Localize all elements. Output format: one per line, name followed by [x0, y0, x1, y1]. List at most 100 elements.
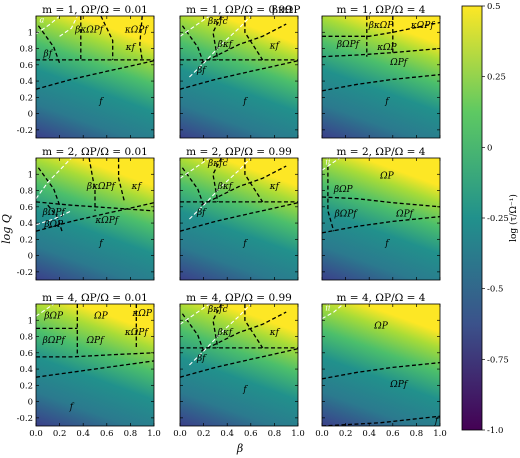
- boundary-line-2: [322, 47, 440, 58]
- region-label: βκΩPf: [74, 25, 105, 35]
- panel-title: m = 4, ΩP/Ω = 4: [337, 292, 426, 304]
- y-tick-label: 1: [28, 28, 33, 38]
- panel-frame: [321, 157, 441, 281]
- white-boundary-line-2: [59, 16, 78, 37]
- panel-4: m = 2, ΩP/Ω = 0.01 βκΩPf κf βΩPf βΩP κΩPf f 1 0.…: [17, 146, 155, 281]
- small-region-label: ii: [325, 304, 331, 313]
- region-label: βκfc: [207, 17, 227, 27]
- colorbar-tick-label: -0.75: [487, 355, 509, 365]
- white-boundary-line-1: [322, 158, 341, 171]
- region-label: βΩP: [43, 220, 64, 230]
- heatmap-field: [180, 158, 298, 280]
- region-label: βf: [196, 208, 207, 218]
- panel-frame: [35, 303, 155, 427]
- region-label: f: [384, 97, 390, 107]
- panel-title: m = 4, ΩP/Ω = 0.01: [42, 292, 148, 304]
- panel-6: m = 2, ΩP/Ω = 4 ΩP βΩP βΩPf ΩPf f ii: [321, 146, 441, 281]
- region-label: ΩPf: [86, 336, 106, 346]
- boundary-line-1: [36, 360, 154, 378]
- corner-label: βκΩP: [272, 4, 300, 16]
- panel-frame: [321, 303, 441, 427]
- colorbar-label: log (τ/Ω⁻¹): [508, 194, 519, 242]
- boundary-line-6: [200, 311, 287, 352]
- region-label: βΩPf: [42, 336, 67, 346]
- region-label: κf: [269, 182, 281, 192]
- panel-title: m = 1, ΩP/Ω = 4: [337, 4, 426, 16]
- x-tick-label: 0.8: [268, 429, 282, 439]
- region-label: f: [98, 97, 104, 107]
- panel-7: m = 4, ΩP/Ω = 0.01 βΩP ΩP κΩP βΩPf ΩPf κΩPf f 1 0…: [17, 292, 161, 439]
- small-region-label: a: [40, 16, 45, 25]
- panel-frame: [179, 157, 299, 281]
- colorbar-tick-label: -0.5: [487, 285, 503, 295]
- region-label: f: [242, 239, 248, 249]
- boundary-line-5: [100, 16, 114, 60]
- region-label: ΩPf: [395, 210, 415, 220]
- panel-frame: [35, 15, 155, 139]
- region-label: κf: [131, 182, 143, 192]
- region-label: βΩP: [333, 185, 354, 195]
- y-tick-label: 0.4: [19, 77, 33, 87]
- region-label: βκf: [217, 328, 234, 338]
- y-tick-label: 0.2: [19, 381, 33, 391]
- region-label: κΩPf: [94, 216, 119, 226]
- boundary-line-2: [322, 415, 440, 426]
- panel-frame: [321, 15, 441, 139]
- x-tick-label: 0.0: [315, 429, 329, 439]
- panel-frame: [179, 303, 299, 427]
- region-label: βκfc: [207, 159, 227, 169]
- region-label: f: [384, 239, 390, 249]
- colorbar-tick-label: 0.25: [487, 73, 506, 83]
- region-label: f: [242, 97, 248, 107]
- region-label: ΩP: [373, 321, 388, 331]
- x-tick-label: 0.2: [197, 429, 211, 439]
- white-boundary-line-2: [180, 304, 210, 325]
- y-tick-label: 0.8: [19, 333, 33, 343]
- panel-title: m = 2, ΩP/Ω = 0.01: [42, 146, 148, 158]
- region-label: κf: [125, 43, 137, 53]
- panel-title: m = 2, ΩP/Ω = 0.99: [186, 146, 292, 158]
- y-tick-label: 0: [28, 110, 33, 120]
- heatmap-field: [180, 16, 298, 138]
- boundary-line-3: [37, 25, 61, 64]
- boundary-line-3: [181, 167, 205, 206]
- colorbar-tick-label: -0.25: [487, 214, 509, 224]
- y-tick-label: 0.2: [19, 93, 33, 103]
- x-tick-label: 0.2: [339, 429, 353, 439]
- region-label: βκfc: [207, 305, 227, 315]
- region-label: βκΩPf: [86, 182, 117, 192]
- boundary-line-2: [322, 196, 440, 208]
- heatmap-field: [36, 304, 154, 426]
- boundary-line-1: [180, 348, 298, 378]
- x-tick-label: 0.2: [53, 429, 67, 439]
- x-tick-label: 0.6: [100, 429, 114, 439]
- boundary-line-1: [322, 73, 440, 92]
- region-label: κΩPf: [410, 21, 435, 31]
- white-boundary-line-1: [322, 304, 344, 320]
- white-boundary-line-2: [180, 16, 210, 37]
- white-boundary-line-1: [36, 304, 55, 317]
- region-label: βΩPf: [336, 40, 361, 50]
- region-label: κf: [269, 328, 281, 338]
- region-label: ΩPf: [389, 380, 409, 390]
- boundary-line-5: [117, 158, 126, 203]
- x-axis-label: β: [236, 442, 243, 455]
- x-tick-label: 0.8: [410, 429, 424, 439]
- boundary-line-4: [244, 158, 264, 203]
- boundary-line-3: [181, 313, 205, 352]
- y-tick-label: 0: [28, 398, 33, 408]
- x-tick-label: 0.4: [220, 429, 234, 439]
- boundary-line-6: [200, 165, 287, 206]
- boundary-line-3: [327, 166, 335, 232]
- region-label: ΩP: [379, 171, 394, 181]
- region-label: κΩP: [376, 43, 397, 53]
- heatmap-field: [180, 304, 298, 426]
- y-tick-label: -0.2: [17, 414, 33, 424]
- x-tick-label: 0.6: [244, 429, 258, 439]
- heatmap-field: [36, 158, 154, 280]
- small-region-label: ii: [325, 158, 331, 167]
